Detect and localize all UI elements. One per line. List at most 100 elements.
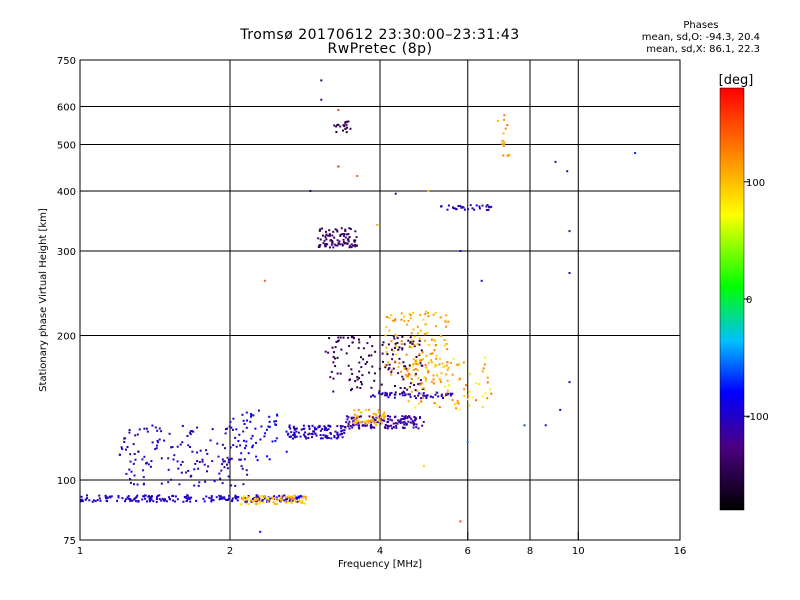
data-point <box>462 361 465 364</box>
data-point <box>181 441 184 444</box>
data-point <box>320 98 323 101</box>
data-point <box>446 361 449 364</box>
data-point <box>147 463 150 466</box>
data-point <box>358 341 361 344</box>
y-tick-label: 75 <box>63 536 76 547</box>
data-point <box>416 325 419 328</box>
data-point <box>397 419 400 422</box>
x-tick-label: 2 <box>227 546 233 557</box>
data-point <box>432 313 435 316</box>
data-point <box>364 424 367 427</box>
data-point <box>201 458 204 461</box>
data-point <box>211 460 214 463</box>
data-point <box>307 437 310 439</box>
data-point <box>244 447 246 450</box>
data-point <box>432 382 435 385</box>
data-point <box>419 417 421 420</box>
data-point <box>251 501 254 503</box>
data-point <box>384 426 387 429</box>
data-point <box>374 422 377 425</box>
data-point <box>388 425 391 428</box>
data-point <box>378 419 380 422</box>
data-point <box>332 361 335 364</box>
data-point <box>422 396 425 399</box>
data-point <box>394 342 397 345</box>
data-point <box>186 498 189 501</box>
data-point <box>339 233 342 236</box>
data-point <box>268 415 271 418</box>
data-point <box>129 478 131 480</box>
data-point <box>388 329 391 332</box>
data-point <box>225 498 227 501</box>
data-point <box>344 242 347 245</box>
data-point <box>295 435 298 438</box>
data-point <box>136 494 139 497</box>
data-point <box>323 425 326 428</box>
data-point <box>155 447 158 450</box>
data-point <box>466 398 469 401</box>
data-point <box>443 339 446 341</box>
data-point <box>379 420 381 423</box>
data-point <box>397 348 400 351</box>
data-point <box>347 233 350 236</box>
data-point <box>256 459 259 462</box>
data-point <box>333 436 336 439</box>
data-point <box>438 377 441 380</box>
data-point <box>395 426 398 429</box>
data-point <box>465 384 468 387</box>
data-point <box>328 233 331 236</box>
data-point <box>145 427 148 430</box>
data-point <box>352 336 355 339</box>
data-point <box>397 366 400 368</box>
data-point <box>475 399 477 402</box>
data-point <box>443 385 446 388</box>
data-point <box>392 350 395 353</box>
data-point <box>289 498 292 501</box>
data-point <box>242 496 245 499</box>
data-point <box>125 472 128 475</box>
data-point <box>400 418 403 421</box>
data-point <box>356 375 359 378</box>
data-point <box>235 428 238 431</box>
data-point <box>251 446 254 449</box>
data-point <box>356 386 359 389</box>
data-point <box>133 483 135 486</box>
data-point <box>504 127 507 130</box>
data-point <box>348 246 351 249</box>
data-point <box>376 417 379 419</box>
data-point <box>335 131 338 133</box>
data-point <box>208 496 211 499</box>
data-point <box>332 230 335 233</box>
data-point <box>223 460 226 463</box>
data-point <box>324 436 327 439</box>
data-point <box>244 497 247 499</box>
data-point <box>152 500 155 503</box>
data-point <box>341 436 344 439</box>
data-point <box>363 424 366 427</box>
data-point <box>342 241 345 244</box>
data-point <box>287 496 290 499</box>
data-point <box>255 496 258 499</box>
data-point <box>163 499 166 502</box>
data-point <box>387 417 390 420</box>
data-point <box>324 350 327 353</box>
data-point <box>339 336 342 339</box>
data-point <box>295 430 298 433</box>
data-point <box>271 440 274 443</box>
data-point <box>414 374 417 377</box>
data-point <box>374 419 377 421</box>
data-point <box>370 395 372 398</box>
data-point <box>401 392 404 394</box>
data-point <box>450 394 452 397</box>
data-point <box>293 498 296 501</box>
data-point <box>155 496 158 499</box>
data-point <box>148 500 151 503</box>
data-point <box>418 392 421 395</box>
data-point <box>425 397 428 399</box>
data-point <box>266 455 269 458</box>
data-point <box>425 354 428 357</box>
data-point <box>410 378 413 380</box>
data-point <box>319 244 322 246</box>
data-point <box>168 498 171 500</box>
